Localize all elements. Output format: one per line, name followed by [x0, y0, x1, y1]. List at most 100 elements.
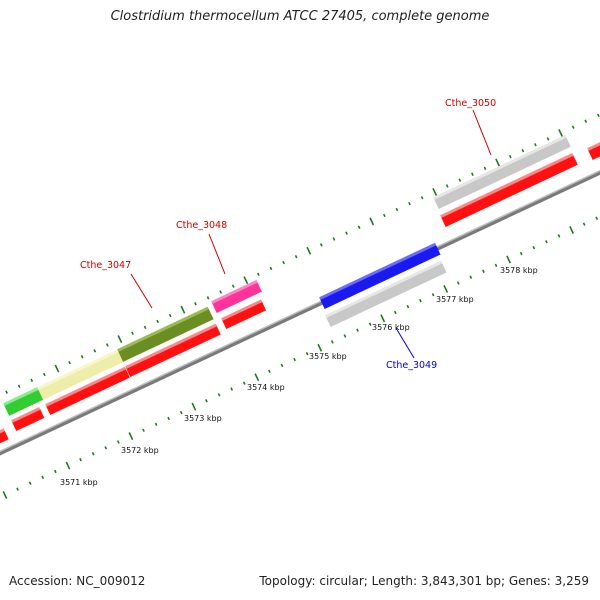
tick-mark [534, 143, 537, 147]
tick-mark [80, 355, 84, 359]
tick-mark [332, 237, 336, 241]
tick-mark [269, 266, 273, 271]
tick-mark [131, 331, 134, 335]
cds-arrow [440, 153, 578, 227]
gene-label-cthe-3047[interactable]: Cthe_3047 [80, 260, 131, 271]
tick-mark [30, 378, 34, 383]
tick-mark [471, 172, 474, 176]
tick-mark [230, 387, 234, 391]
tick-mark [28, 481, 32, 485]
tick-mark [156, 319, 160, 324]
scale-label: 3576 kbp [372, 323, 410, 332]
tick-track-reverse [2, 216, 599, 499]
cds-forward-row [0, 135, 600, 447]
tick-mark [495, 158, 501, 167]
tick-mark [408, 201, 411, 206]
tick-mark [16, 487, 19, 491]
leader-line [208, 233, 226, 275]
tick-mark [254, 373, 260, 382]
tick-mark [432, 187, 438, 196]
tick-mark [194, 302, 197, 306]
tick-mark [357, 225, 361, 229]
tick-mark [582, 222, 586, 226]
tick-mark [546, 137, 550, 141]
tick-mark [458, 178, 462, 182]
leader-line [130, 273, 153, 309]
tick-mark [571, 125, 575, 129]
tick-mark [217, 393, 221, 397]
tick-mark [243, 276, 249, 285]
leader-line [395, 327, 415, 359]
scale-label: 3574 kbp [247, 383, 285, 392]
gene-label-cthe-3050[interactable]: Cthe_3050 [445, 98, 496, 109]
tick-mark [557, 234, 561, 238]
gene-label-group: Cthe_3047 Cthe_3048 Cthe_3049 Cthe_3050 [80, 98, 496, 371]
feature-gray-reverse[interactable] [325, 260, 447, 327]
tick-mark [595, 216, 599, 220]
gene-label-cthe-3048[interactable]: Cthe_3048 [176, 220, 227, 231]
feature-magenta[interactable] [211, 279, 262, 313]
tick-mark [345, 231, 348, 235]
tick-mark [206, 296, 210, 300]
tick-mark [53, 469, 57, 474]
tick-mark [532, 245, 536, 250]
map-title: Clostridium thermocellum ATCC 27405, com… [110, 9, 490, 24]
scale-label: 3572 kbp [121, 446, 159, 455]
tick-mark [469, 275, 473, 279]
feature-blue[interactable] [319, 242, 441, 309]
tick-mark [282, 260, 285, 265]
tick-mark [93, 349, 97, 353]
genome-summary-text: Topology: circular; Length: 3,843,301 bp… [259, 574, 589, 588]
tick-mark [42, 372, 46, 377]
tick-mark [343, 334, 347, 338]
cds-arrow [11, 406, 45, 432]
feature-green[interactable] [3, 387, 44, 416]
tick-track-forward [5, 113, 600, 394]
feature-pale-yellow[interactable] [37, 348, 125, 400]
leader-line [472, 109, 492, 156]
tick-mark [494, 263, 498, 268]
gene-label-cthe-3049[interactable]: Cthe_3049 [386, 360, 437, 371]
accession-text: Accession: NC_009012 [9, 574, 146, 588]
tick-mark [431, 293, 435, 297]
tick-mark [219, 290, 223, 294]
tick-mark [2, 491, 8, 499]
tick-mark [205, 399, 208, 403]
tick-mark [382, 213, 386, 218]
tick-mark [167, 416, 171, 421]
feature-olive[interactable] [117, 306, 214, 362]
tick-mark [393, 310, 397, 315]
tick-mark [584, 119, 588, 123]
tick-mark [545, 240, 548, 244]
tick-mark [558, 129, 564, 137]
tick-mark [41, 475, 45, 480]
tick-mark [369, 217, 375, 226]
scale-label: 3573 kbp [184, 414, 222, 423]
tick-mark [180, 305, 186, 314]
tick-mark [319, 243, 323, 247]
tick-mark [368, 322, 372, 326]
tick-mark [483, 166, 487, 171]
tick-mark [242, 381, 246, 385]
tick-mark [5, 390, 8, 394]
tick-mark [65, 461, 71, 470]
feature-gray-forward[interactable] [433, 135, 571, 209]
tick-mark [356, 328, 359, 332]
tick-mark [482, 269, 485, 273]
tick-mark [395, 207, 399, 212]
tick-mark [142, 428, 145, 432]
scale-label: 3571 kbp [60, 478, 98, 487]
tick-mark [317, 343, 323, 352]
cds-arrow [0, 428, 9, 447]
scale-label: 3577 kbp [436, 295, 474, 304]
tick-mark [293, 357, 296, 362]
tick-mark [105, 343, 109, 347]
tick-mark [521, 148, 525, 153]
tick-mark [406, 304, 410, 309]
tick-mark [419, 298, 422, 303]
tick-mark [179, 410, 183, 415]
tick-mark [116, 440, 120, 444]
tick-mark [268, 369, 271, 374]
